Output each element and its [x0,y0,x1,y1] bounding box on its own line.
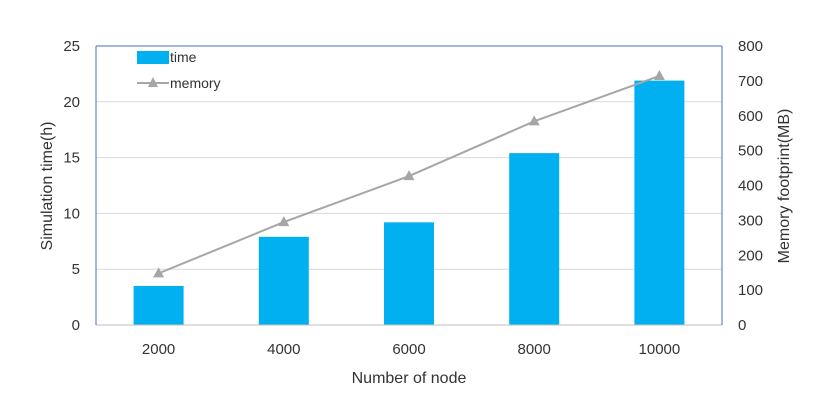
x-axis-ticks: 2000 4000 6000 8000 10000 [142,341,680,358]
y2-tick-800: 800 [738,38,763,55]
y2-tick-0: 0 [738,317,746,334]
bar-2000 [133,285,184,325]
y-tick-0: 0 [72,317,80,334]
y-axis-label: Simulation time(h) [39,122,56,251]
memory-point-2000 [153,267,165,278]
x-tick-2000: 2000 [142,341,175,358]
y-tick-10: 10 [63,205,80,222]
bar-8000 [509,153,560,325]
y2-tick-200: 200 [738,247,763,264]
x-axis-label: Number of node [352,370,467,387]
memory-point-10000 [653,69,665,80]
y2-tick-700: 700 [738,73,763,90]
legend-time-label: time [170,49,197,65]
time-bars [133,80,685,325]
y2-axis-label: Memory footprint(MB) [776,109,793,264]
axes [95,45,723,326]
y2-tick-300: 300 [738,212,763,229]
x-tick-6000: 6000 [392,341,425,358]
y-tick-5: 5 [72,261,80,278]
legend-memory-marker [148,77,158,87]
x-tick-10000: 10000 [639,341,681,358]
left-axis-ticks: 0 5 10 15 20 25 [63,38,80,334]
y2-tick-400: 400 [738,178,763,195]
bar-10000 [634,80,685,325]
bar-6000 [384,222,434,325]
x-tick-4000: 4000 [267,341,300,358]
memory-point-4000 [278,216,290,227]
legend-memory-label: memory [170,75,221,91]
bar-4000 [258,236,309,325]
y2-tick-600: 600 [738,108,763,125]
y-tick-25: 25 [63,38,80,55]
memory-point-8000 [528,115,540,126]
y2-tick-100: 100 [738,282,763,299]
memory-point-6000 [403,170,415,181]
y-tick-15: 15 [63,150,80,167]
y-tick-20: 20 [63,94,80,111]
x-tick-8000: 8000 [518,341,551,358]
right-axis-ticks: 0 100 200 300 400 500 600 700 800 [738,38,763,334]
memory-line [153,69,665,278]
y2-tick-500: 500 [738,143,763,160]
legend: time memory [137,49,221,91]
legend-time-swatch [137,51,169,64]
